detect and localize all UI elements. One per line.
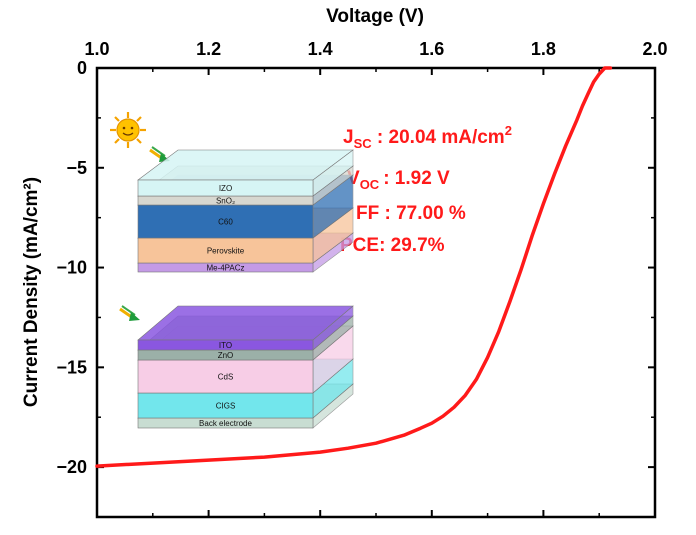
y-tick-label: 0 <box>77 58 87 78</box>
device-stack-inset: Me-4PACz Perovskite C60 SnO₂ IZO Back electr… <box>110 112 354 429</box>
layer-label: ITO <box>219 341 232 350</box>
voc-value: : 1.92 V <box>383 168 450 189</box>
layer-label: IZO <box>219 184 232 193</box>
layer-label: CdS <box>218 373 234 382</box>
jsc-sub: SC <box>354 136 373 151</box>
x-tick-label: 1.6 <box>419 39 444 59</box>
x-axis-title: Voltage (V) <box>326 6 424 27</box>
jsc-value: : 20.04 mA/cm <box>372 127 505 148</box>
jsc-main: J <box>343 127 354 148</box>
jsc-sup: 2 <box>505 123 512 138</box>
y-tick-label: −15 <box>56 357 87 377</box>
layer-izo: IZO <box>137 149 354 197</box>
layer-label: CIGS <box>216 402 236 411</box>
x-tick-label: 1.2 <box>196 39 221 59</box>
light-arrow-icon <box>119 305 140 321</box>
metrics-annotation: JSC : 20.04 mA/cm2 VOC: 1.92 V FF : 77.0… <box>340 123 512 256</box>
top-cell-stack: Me-4PACz Perovskite C60 SnO₂ IZO <box>137 149 354 273</box>
layer-label: Me-4PACz <box>206 264 244 273</box>
x-tick-label: 1.8 <box>531 39 556 59</box>
layer-label: ZnO <box>218 351 234 360</box>
jsc-annotation: JSC : 20.04 mA/cm2 <box>343 123 512 151</box>
layer-label: Back electrode <box>199 419 252 428</box>
y-axis-title: Current Density (mA/cm²) <box>21 177 42 407</box>
series-layer <box>95 66 613 468</box>
layer-ito: ITO <box>137 305 354 351</box>
y-tick-label: −20 <box>56 457 87 477</box>
layer-label: C60 <box>218 218 233 227</box>
jv-curve-line <box>95 66 613 468</box>
axis-ticks: 1.0 1.2 1.4 1.6 1.8 2.0 0 −5 −10 −15 −20 <box>56 39 668 517</box>
voc-annotation: VOC: 1.92 V <box>347 168 450 192</box>
y-tick-label: −10 <box>56 258 87 278</box>
layer-label: SnO₂ <box>216 197 235 206</box>
x-tick-label: 1.0 <box>84 39 109 59</box>
x-tick-label: 1.4 <box>308 39 333 59</box>
voc-sub: OC <box>360 177 380 192</box>
sun-icon <box>110 112 146 148</box>
layer-label: Perovskite <box>207 247 245 256</box>
ff-annotation: FF : 77.00 % <box>356 203 466 224</box>
y-tick-label: −5 <box>66 158 87 178</box>
x-tick-label: 2.0 <box>642 39 667 59</box>
pce-annotation: PCE: 29.7% <box>340 235 445 256</box>
